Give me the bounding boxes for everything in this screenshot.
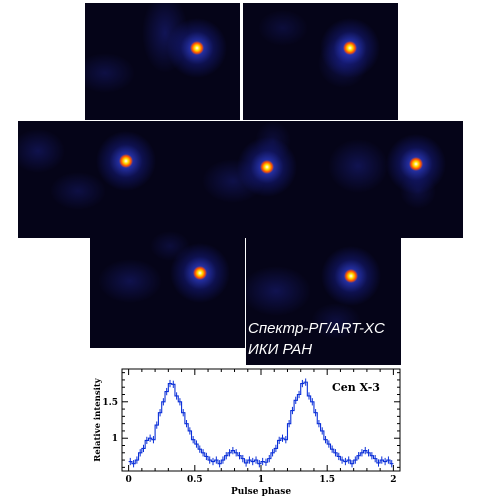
series-line (128, 381, 394, 465)
source-halo (170, 243, 230, 303)
watermark: Спектр-РГ/ART-XC ИКИ РАН (248, 318, 385, 360)
watermark-line-2: ИКИ РАН (248, 341, 313, 358)
diffuse-emission (202, 159, 264, 203)
y-axis-label: Relative intensity (93, 377, 103, 462)
phase-frame-1 (85, 3, 240, 120)
pulse-profile-svg: 0 0.5 1 1.5 2 1 1.5 Cen X-3 Pulse phase Relati… (93, 368, 401, 497)
phase-frame-4 (163, 121, 318, 238)
source-halo (96, 131, 156, 191)
y-tick-label: 1.5 (102, 398, 118, 408)
diffuse-emission (150, 231, 190, 261)
source-core (343, 41, 357, 55)
pulse-profile-chart: 0 0.5 1 1.5 2 1 1.5 Cen X-3 Pulse phase Relati… (84, 364, 404, 499)
source-core (260, 160, 274, 174)
source-core (119, 154, 133, 168)
source-halo (386, 134, 446, 194)
diffuse-emission (328, 139, 388, 193)
x-tick-label: 1.5 (319, 475, 335, 485)
x-axis-label: Pulse phase (231, 487, 291, 497)
x-tick-label: 1 (258, 475, 264, 485)
phase-frame-3 (18, 121, 173, 238)
x-tick-label: 0.5 (187, 475, 203, 485)
source-core (193, 266, 207, 280)
phase-frame-6 (90, 231, 245, 348)
diffuse-emission (400, 173, 436, 209)
diffuse-emission (258, 10, 308, 46)
diffuse-emission (255, 121, 291, 161)
diffuse-emission (246, 266, 311, 316)
diffuse-emission (50, 172, 106, 210)
source-core (409, 157, 423, 171)
watermark-line-1: Спектр-РГ/ART-XC (248, 320, 385, 337)
source-core (190, 41, 204, 55)
diffuse-emission (98, 259, 162, 303)
diffuse-emission (85, 53, 135, 93)
y-tick-label: 1 (112, 434, 118, 444)
diffuse-emission (18, 129, 65, 173)
source-halo (237, 137, 297, 197)
source-label: Cen X-3 (332, 381, 380, 394)
x-tick-label: 0 (125, 475, 131, 485)
phase-frame-2 (243, 3, 398, 120)
source-halo (320, 18, 380, 78)
source-core (344, 269, 358, 283)
phase-frame-5 (308, 121, 463, 238)
diffuse-emission (142, 3, 188, 73)
diffuse-emission (318, 38, 368, 88)
source-halo (321, 246, 381, 306)
x-tick-label: 2 (390, 475, 396, 485)
source-halo (167, 18, 227, 78)
